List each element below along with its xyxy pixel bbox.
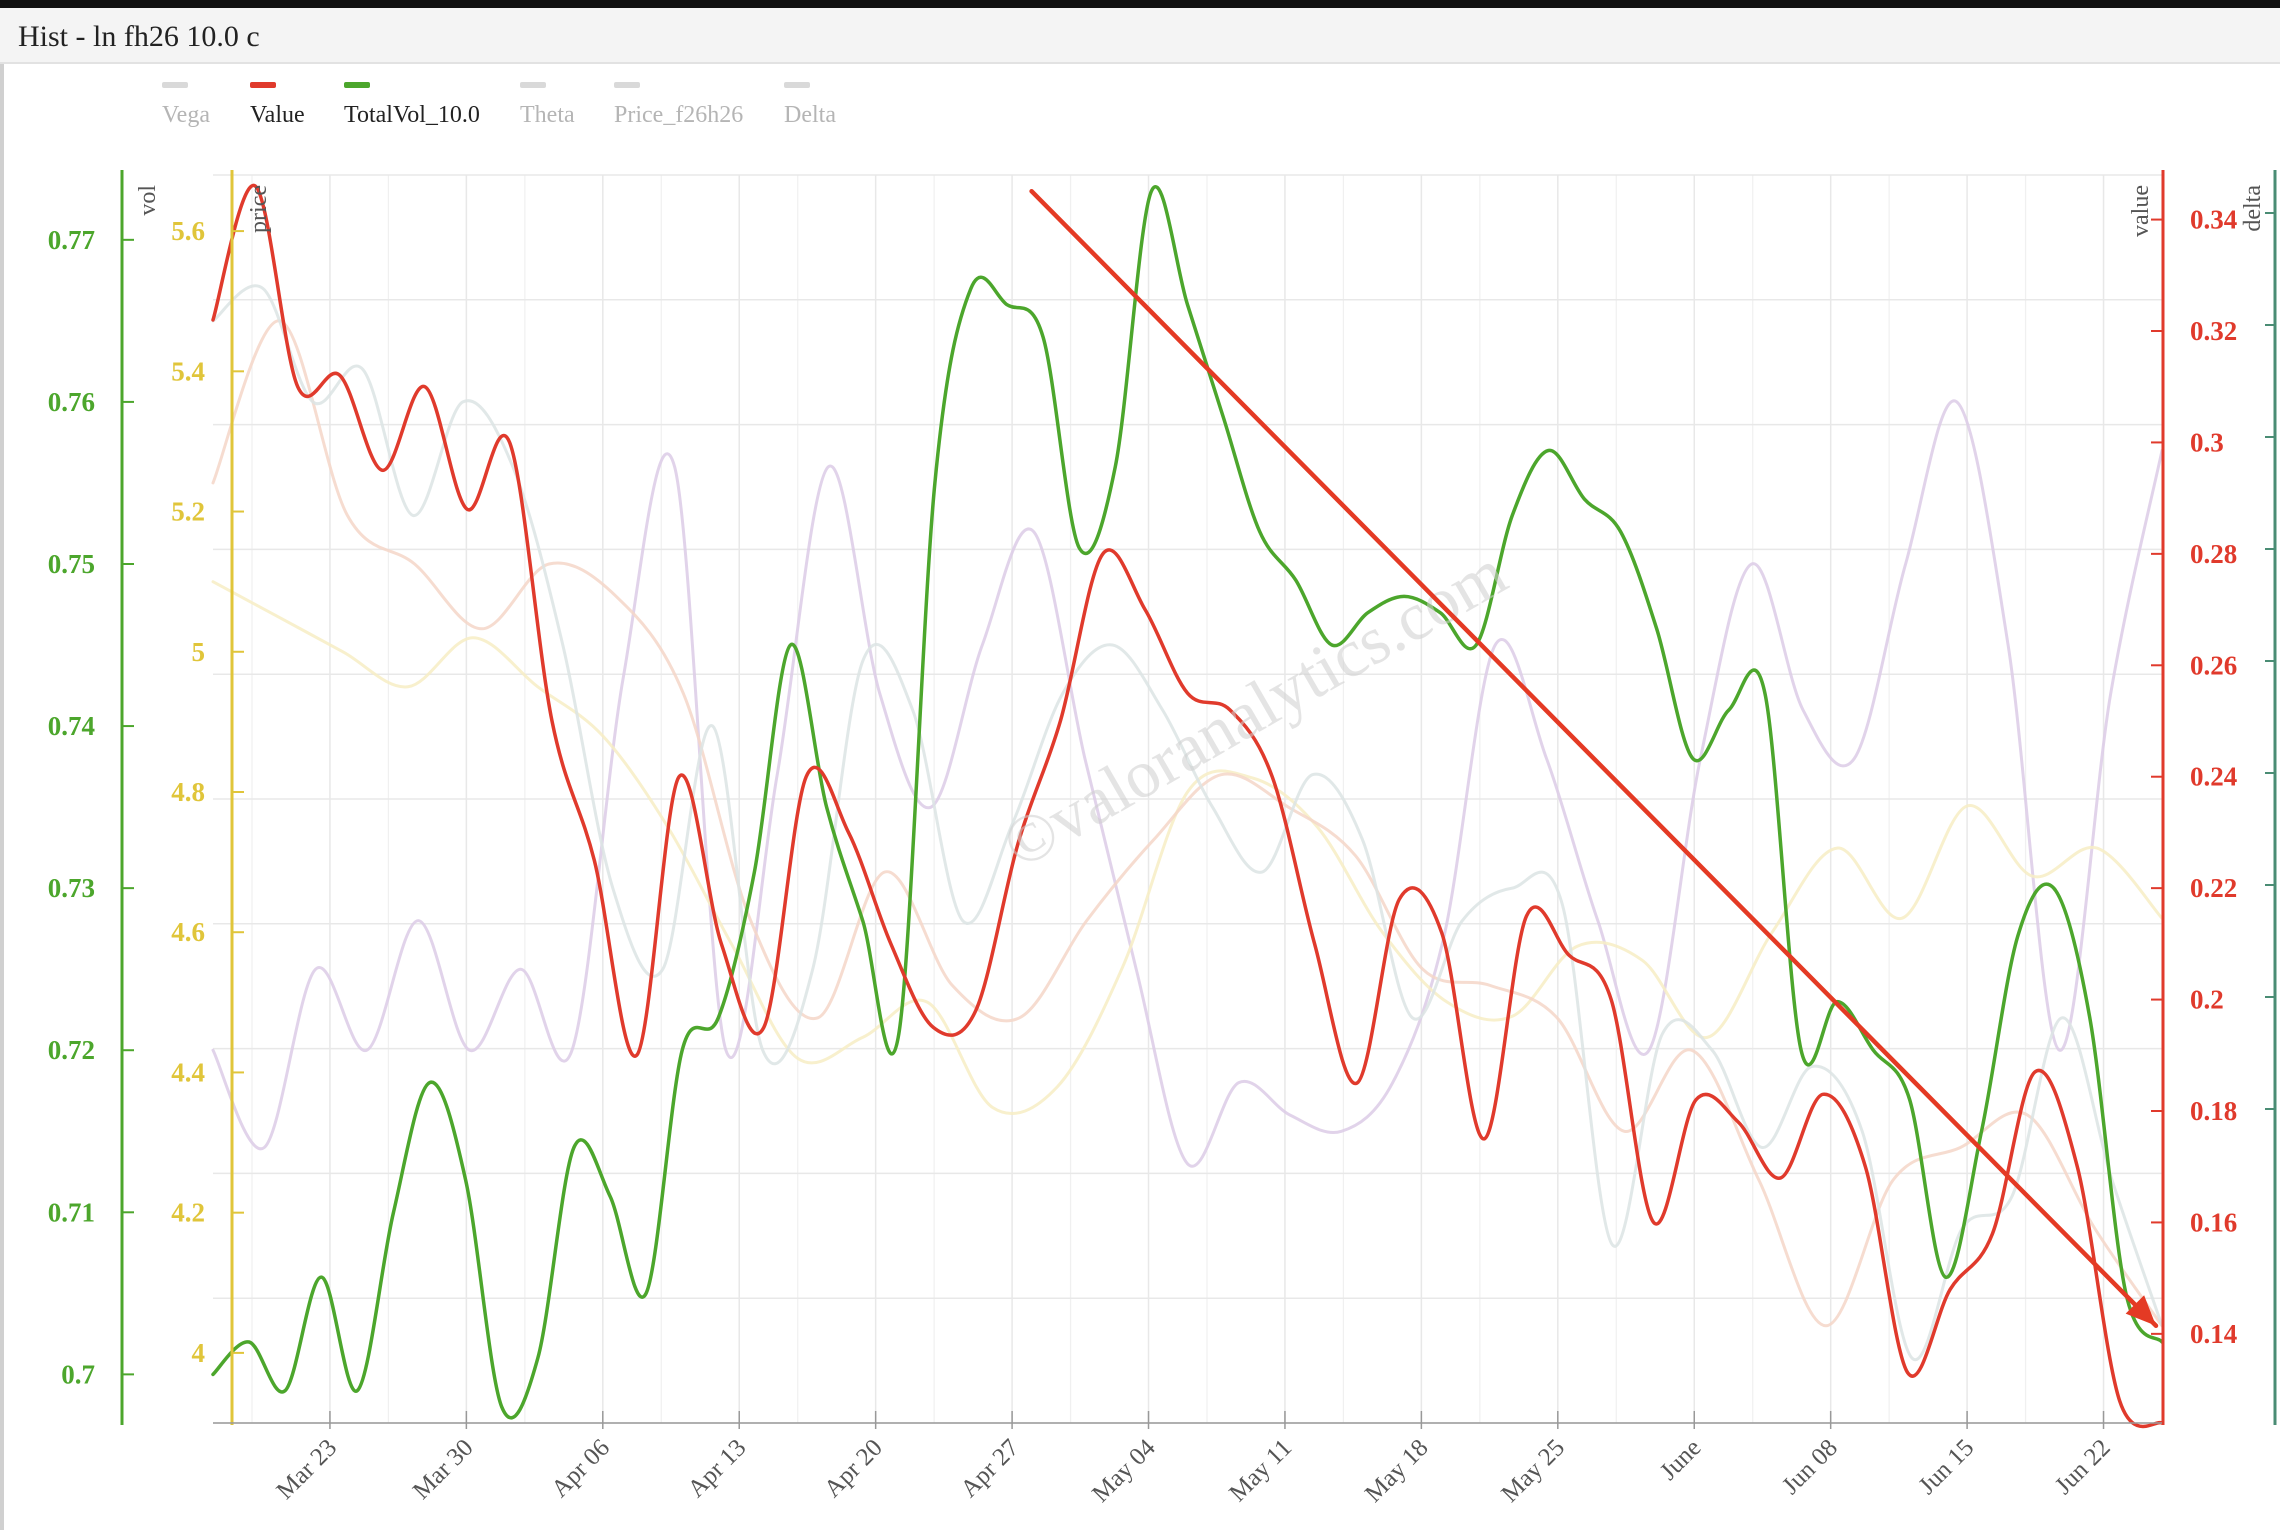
axis-tick-label-value: 0.16 [2190,1207,2237,1237]
x-tick-label: Apr 27 [956,1434,1025,1503]
legend-label: Vega [162,102,210,128]
axis-title-delta: delta [2240,185,2266,232]
axis-title-value: value [2128,185,2154,237]
series-line-price-f26h26 [211,580,2164,1116]
x-tick-label: Jun 15 [1914,1434,1980,1500]
axis-tick-label-price: 4 [192,1338,206,1368]
legend-label: Theta [520,102,575,128]
axis-tick-label-vol: 0.74 [48,711,95,741]
x-tick-label: Apr 20 [819,1434,888,1503]
legend-swatch [520,82,546,88]
axis-title-price: price [246,185,272,233]
axis-tick-label-value: 0.24 [2190,762,2237,792]
watermark: ©valoranalytics.com [990,534,1519,883]
x-tick-label: Mar 30 [408,1434,479,1505]
axis-tick-label-vol: 0.75 [48,549,95,579]
x-tick-label: May 25 [1496,1434,1570,1508]
series-line-theta [211,319,2164,1328]
title-bar: Hist - ln fh26 10.0 c [0,8,2280,64]
series-line-value [211,184,2164,1429]
legend-swatch [250,82,276,88]
chart-legend: Vega Value TotalVol_10.0 Theta Price_f26h26 D… [0,70,2280,140]
axis-tick-label-price: 5.2 [171,497,205,527]
legend-label: Value [250,102,305,128]
axis-tick-label-vol: 0.77 [48,225,95,255]
axis-tick-label-value: 0.18 [2190,1096,2237,1126]
axis-tick-label-price: 4.4 [171,1057,205,1087]
axis-tick-label-value: 0.28 [2190,539,2237,569]
legend-label: Delta [784,102,836,128]
legend-swatch [162,82,188,88]
legend-swatch [784,82,810,88]
window-title: Hist - ln fh26 10.0 c [18,20,260,53]
axis-tick-label-vol: 0.71 [48,1197,95,1227]
axis-tick-label-value: 0.14 [2190,1319,2237,1349]
x-tick-label: Jun 22 [2050,1434,2116,1500]
axis-tick-label-value: 0.34 [2190,205,2237,235]
axis-tick-label-price: 4.8 [171,777,205,807]
axis-tick-label-value: 0.3 [2190,427,2224,457]
axis-tick-label-vol: 0.76 [48,387,95,417]
axis-tick-label-value: 0.26 [2190,650,2237,680]
axis-title-vol: vol [135,185,161,216]
series-line-vega [211,284,2164,1362]
x-tick-label: Apr 06 [546,1434,615,1503]
axis-tick-label-vol: 0.73 [48,873,95,903]
axis-tick-label-price: 5.4 [171,356,205,386]
x-tick-label: June [1655,1434,1706,1485]
axis-tick-label-value: 0.32 [2190,316,2237,346]
axis-tick-label-vol: 0.7 [61,1359,95,1389]
trend-arrow-head [2125,1295,2156,1326]
axis-tick-label-value: 0.2 [2190,985,2224,1015]
legend-swatch [614,82,640,88]
x-tick-label: Apr 13 [683,1434,752,1503]
x-tick-label: May 18 [1360,1434,1434,1508]
axis-tick-label-price: 5.6 [171,216,205,246]
x-tick-label: May 11 [1224,1434,1297,1507]
axis-tick-label-value: 0.22 [2190,873,2237,903]
trend-arrow-line [1029,188,2159,1329]
legend-swatch [344,82,370,88]
legend-label: TotalVol_10.0 [344,102,480,128]
window-top-strip [0,0,2280,8]
legend-label: Price_f26h26 [614,102,744,128]
axis-tick-label-price: 5 [192,637,206,667]
axis-tick-label-price: 4.2 [171,1198,205,1228]
x-tick-label: May 04 [1087,1434,1161,1508]
series-line-delta [211,399,2164,1168]
axis-tick-label-price: 4.6 [171,917,205,947]
axis-tick-label-vol: 0.72 [48,1035,95,1065]
x-tick-label: Jun 08 [1777,1434,1843,1500]
x-tick-label: Mar 23 [272,1434,343,1505]
